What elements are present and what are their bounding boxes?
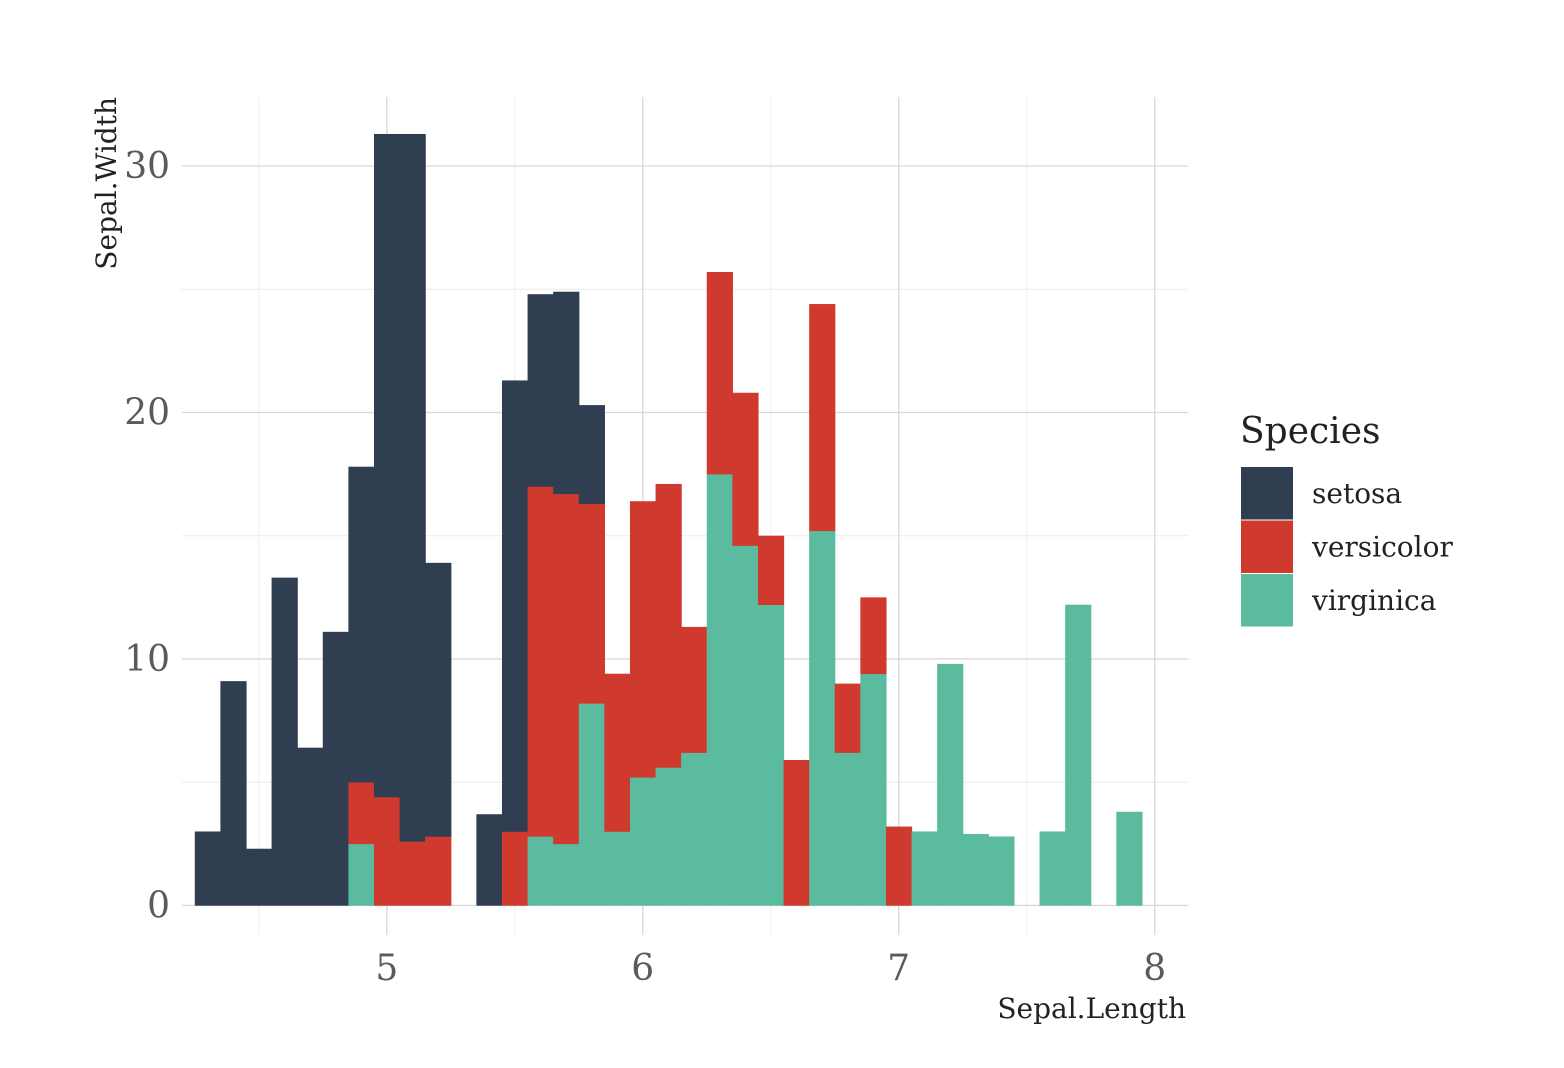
legend-key-virginica xyxy=(1241,574,1293,627)
bar-virginica xyxy=(527,836,554,906)
bar-versicolor xyxy=(373,796,401,906)
bar-virginica xyxy=(860,673,887,906)
bar-virginica xyxy=(578,703,605,906)
bar-versicolor xyxy=(527,486,554,837)
bar-virginica xyxy=(1065,604,1092,906)
bar-versicolor xyxy=(604,673,631,832)
bar-versicolor xyxy=(629,501,657,778)
legend-title: Species xyxy=(1240,411,1380,452)
bar-setosa xyxy=(271,577,298,906)
y-tick-label: 0 xyxy=(147,885,170,926)
legend: Species setosa versicolor virginica xyxy=(1240,411,1453,627)
bar-versicolor xyxy=(834,683,861,753)
bar-virginica xyxy=(604,831,631,906)
bar-virginica xyxy=(681,752,708,906)
legend-label-setosa: setosa xyxy=(1312,477,1402,510)
bar-versicolor xyxy=(809,304,836,532)
bar-versicolor xyxy=(399,841,426,906)
bar-virginica xyxy=(962,833,989,906)
bar-versicolor xyxy=(706,271,733,475)
bar-virginica xyxy=(348,843,375,906)
y-axis-title: Sepal.Width xyxy=(90,97,123,270)
x-tick-label: 5 xyxy=(375,948,398,989)
legend-key-versicolor xyxy=(1241,520,1293,573)
bar-setosa xyxy=(322,631,349,906)
x-tick-label: 7 xyxy=(887,948,910,989)
bar-versicolor xyxy=(783,760,810,906)
bar-versicolor xyxy=(501,831,529,906)
y-tick-label: 10 xyxy=(124,639,170,680)
x-tick-label: 8 xyxy=(1143,948,1166,989)
bar-virginica xyxy=(1039,831,1066,906)
x-axis-title: Sepal.Length xyxy=(997,992,1186,1025)
bar-versicolor xyxy=(860,597,887,675)
bar-virginica xyxy=(1116,811,1143,906)
bar-setosa xyxy=(194,831,221,906)
bar-versicolor xyxy=(757,535,785,606)
bar-virginica xyxy=(911,831,938,906)
bar-versicolor xyxy=(348,782,375,845)
bar-virginica xyxy=(553,843,580,906)
bar-versicolor xyxy=(553,493,580,845)
bar-versicolor xyxy=(655,483,682,768)
bar-setosa xyxy=(373,133,401,798)
bar-virginica xyxy=(732,545,759,906)
bar-setosa xyxy=(501,380,529,832)
bar-virginica xyxy=(937,663,964,906)
bar-setosa xyxy=(553,291,580,495)
bar-setosa xyxy=(476,814,503,906)
bar-setosa xyxy=(578,405,605,504)
legend-items: setosa versicolor virginica xyxy=(1241,467,1453,627)
bar-setosa xyxy=(297,747,324,906)
y-axis-ticks: 0 10 20 30 xyxy=(124,146,170,926)
bar-setosa xyxy=(527,294,554,487)
bar-versicolor xyxy=(681,626,708,753)
bar-virginica xyxy=(706,474,733,906)
bar-versicolor xyxy=(885,826,913,906)
bar-virginica xyxy=(988,836,1015,906)
legend-label-virginica: virginica xyxy=(1311,584,1436,617)
histogram-bars xyxy=(194,133,1143,906)
legend-key-setosa xyxy=(1241,467,1293,520)
bar-virginica xyxy=(834,752,861,906)
y-tick-label: 30 xyxy=(124,146,170,187)
bar-virginica xyxy=(629,777,657,906)
y-tick-label: 20 xyxy=(124,392,170,433)
bar-versicolor xyxy=(732,392,759,546)
bar-setosa xyxy=(399,133,426,842)
x-tick-label: 6 xyxy=(631,948,654,989)
bar-virginica xyxy=(655,767,682,906)
x-axis-ticks: 5 6 7 8 xyxy=(375,948,1166,989)
bar-versicolor xyxy=(578,503,605,704)
bar-virginica xyxy=(757,604,785,906)
bar-virginica xyxy=(809,530,836,906)
bar-setosa xyxy=(245,848,273,906)
legend-label-versicolor: versicolor xyxy=(1311,531,1453,564)
bar-setosa xyxy=(425,562,452,837)
bar-setosa xyxy=(220,681,247,906)
bar-setosa xyxy=(348,466,375,783)
bar-versicolor xyxy=(425,836,452,906)
